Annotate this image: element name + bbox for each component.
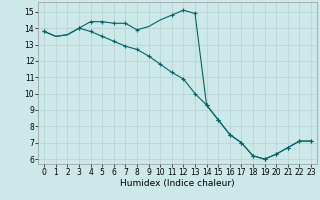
X-axis label: Humidex (Indice chaleur): Humidex (Indice chaleur) (120, 179, 235, 188)
